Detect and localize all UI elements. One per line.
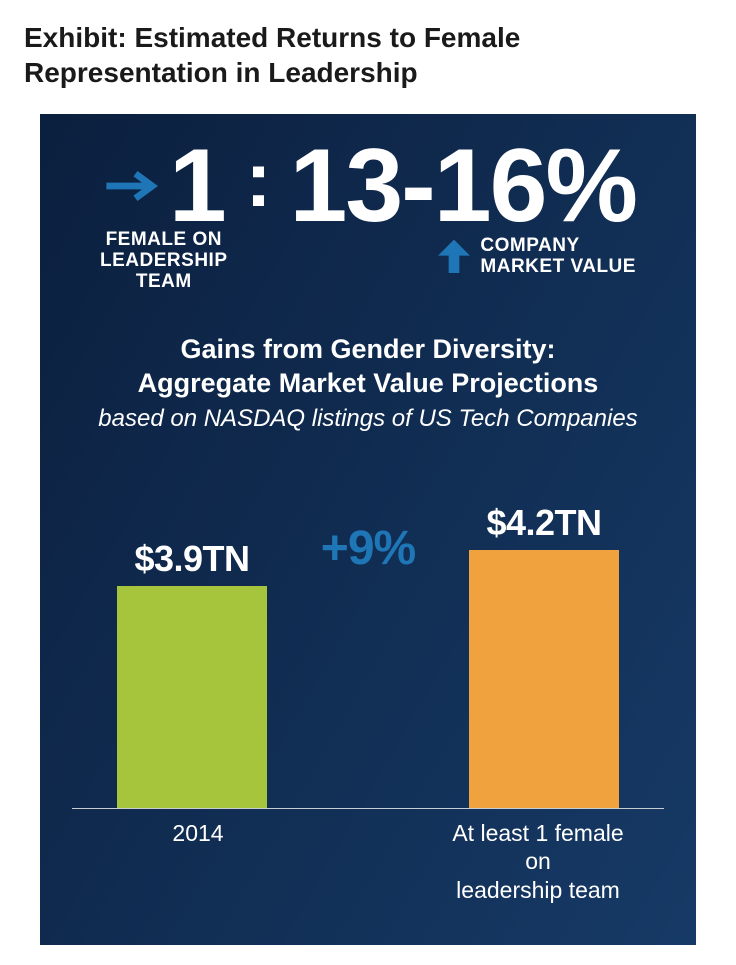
- chart-title: Gains from Gender Diversity:Aggregate Ma…: [68, 333, 668, 401]
- infographic-panel: 1 FEMALE ONLEADERSHIPTEAM : 13-16% COMPA…: [40, 114, 696, 945]
- bar-1: [469, 550, 619, 808]
- chart-titles: Gains from Gender Diversity:Aggregate Ma…: [68, 333, 668, 433]
- bar-col-0: $3.9TN: [102, 538, 282, 808]
- ratio-stat-row: 1 FEMALE ONLEADERSHIPTEAM : 13-16% COMPA…: [68, 142, 668, 293]
- x-label-0: 2014: [98, 819, 298, 905]
- bar-col-1: $4.2TN: [454, 502, 634, 808]
- stat-right: 13-16% COMPANYMARKET VALUE: [289, 142, 635, 278]
- bar-0-value-label: $3.9TN: [134, 538, 249, 580]
- ratio-colon: :: [246, 142, 272, 212]
- stat-right-number: 13-16%: [289, 142, 635, 230]
- bar-0: [117, 586, 267, 808]
- stat-right-caption: COMPANYMARKET VALUE: [480, 236, 636, 278]
- x-label-1: At least 1 female onleadership team: [438, 819, 638, 905]
- delta-label: +9%: [321, 521, 415, 576]
- stat-left-number: 1: [169, 142, 225, 230]
- chart-subtitle: based on NASDAQ listings of US Tech Comp…: [68, 405, 668, 433]
- arrow-up-icon: [434, 237, 474, 277]
- bar-chart: $3.9TN $4.2TN +9%: [72, 479, 664, 809]
- arrow-right-icon: [103, 169, 159, 203]
- exhibit-title: Exhibit: Estimated Returns to Female Rep…: [24, 20, 712, 90]
- bar-1-value-label: $4.2TN: [486, 502, 601, 544]
- stat-left: 1 FEMALE ONLEADERSHIPTEAM: [100, 142, 227, 293]
- x-axis-labels: 2014 At least 1 female onleadership team: [68, 809, 668, 905]
- stat-left-caption: FEMALE ONLEADERSHIPTEAM: [100, 230, 227, 293]
